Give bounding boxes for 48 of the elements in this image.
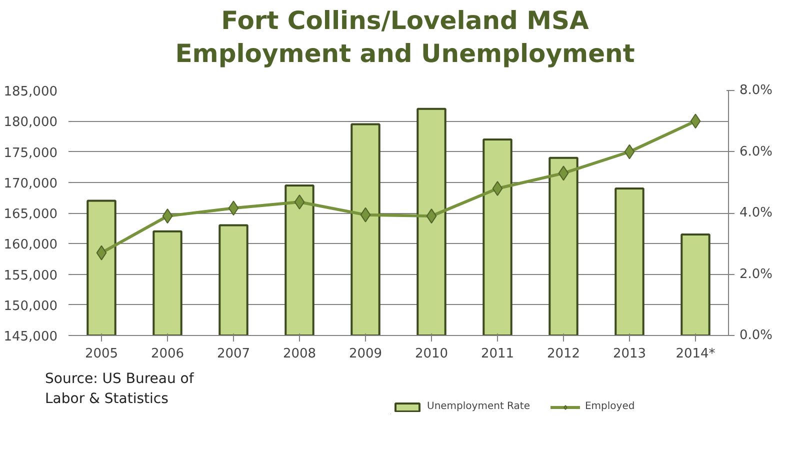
y-tick-label: 170,000 — [4, 176, 58, 192]
x-tick-label: 2014* — [676, 346, 716, 362]
bar — [218, 224, 248, 336]
point — [690, 114, 701, 129]
y-tick-label: 145,000 — [4, 330, 58, 344]
source-note: Source: US Bureau of Labor & Statistics — [45, 370, 194, 409]
y-tick-label: 180,000 — [4, 115, 58, 130]
x-tick-label: 2008 — [282, 346, 316, 362]
y-tick-label: 150,000 — [4, 298, 58, 314]
point — [96, 245, 107, 260]
bar — [482, 138, 512, 336]
x-tick-label: 2013 — [612, 346, 646, 362]
point — [558, 166, 569, 181]
bar — [680, 233, 710, 336]
point — [360, 207, 371, 222]
bar — [416, 108, 446, 336]
point — [162, 208, 173, 224]
bar — [350, 123, 380, 336]
bar — [86, 200, 116, 336]
y-tick-label: 160,000 — [4, 238, 58, 253]
x-tick-label: 2010 — [414, 346, 448, 362]
x-tick-label: 2007 — [216, 346, 250, 362]
y2-tick-label: 6.0% — [740, 144, 773, 160]
bar — [614, 188, 644, 336]
y2-tick-label: 0.0% — [740, 328, 773, 343]
point — [624, 144, 635, 160]
x-tick-label: 2012 — [546, 346, 580, 362]
y-tick-label: 165,000 — [4, 207, 58, 222]
legend-label: Unemployment Rate — [427, 401, 530, 412]
point — [492, 181, 503, 196]
y2-tick-label: 4.0% — [740, 206, 773, 220]
y-tick-label: 155,000 — [4, 268, 58, 284]
y-tick-label: 185,000 — [4, 84, 58, 100]
y-tick-label: 175,000 — [4, 146, 58, 161]
x-tick-label: 2005 — [84, 346, 118, 362]
x-tick-label: 2006 — [150, 346, 184, 362]
chart-title: Fort Collins/Loveland MSA Employment and Unemployment — [175, 5, 635, 70]
x-tick-label: 2011 — [480, 346, 514, 362]
y2-tick-label: 8.0% — [740, 83, 773, 98]
x-tick-label: 2009 — [348, 346, 382, 362]
point — [426, 208, 437, 224]
bar — [284, 184, 314, 336]
legend-label: Employed — [584, 401, 635, 412]
point — [294, 194, 305, 210]
bar — [152, 230, 182, 336]
y2-tick-label: 2.0% — [740, 266, 773, 282]
point — [228, 200, 239, 216]
bar — [548, 156, 578, 336]
